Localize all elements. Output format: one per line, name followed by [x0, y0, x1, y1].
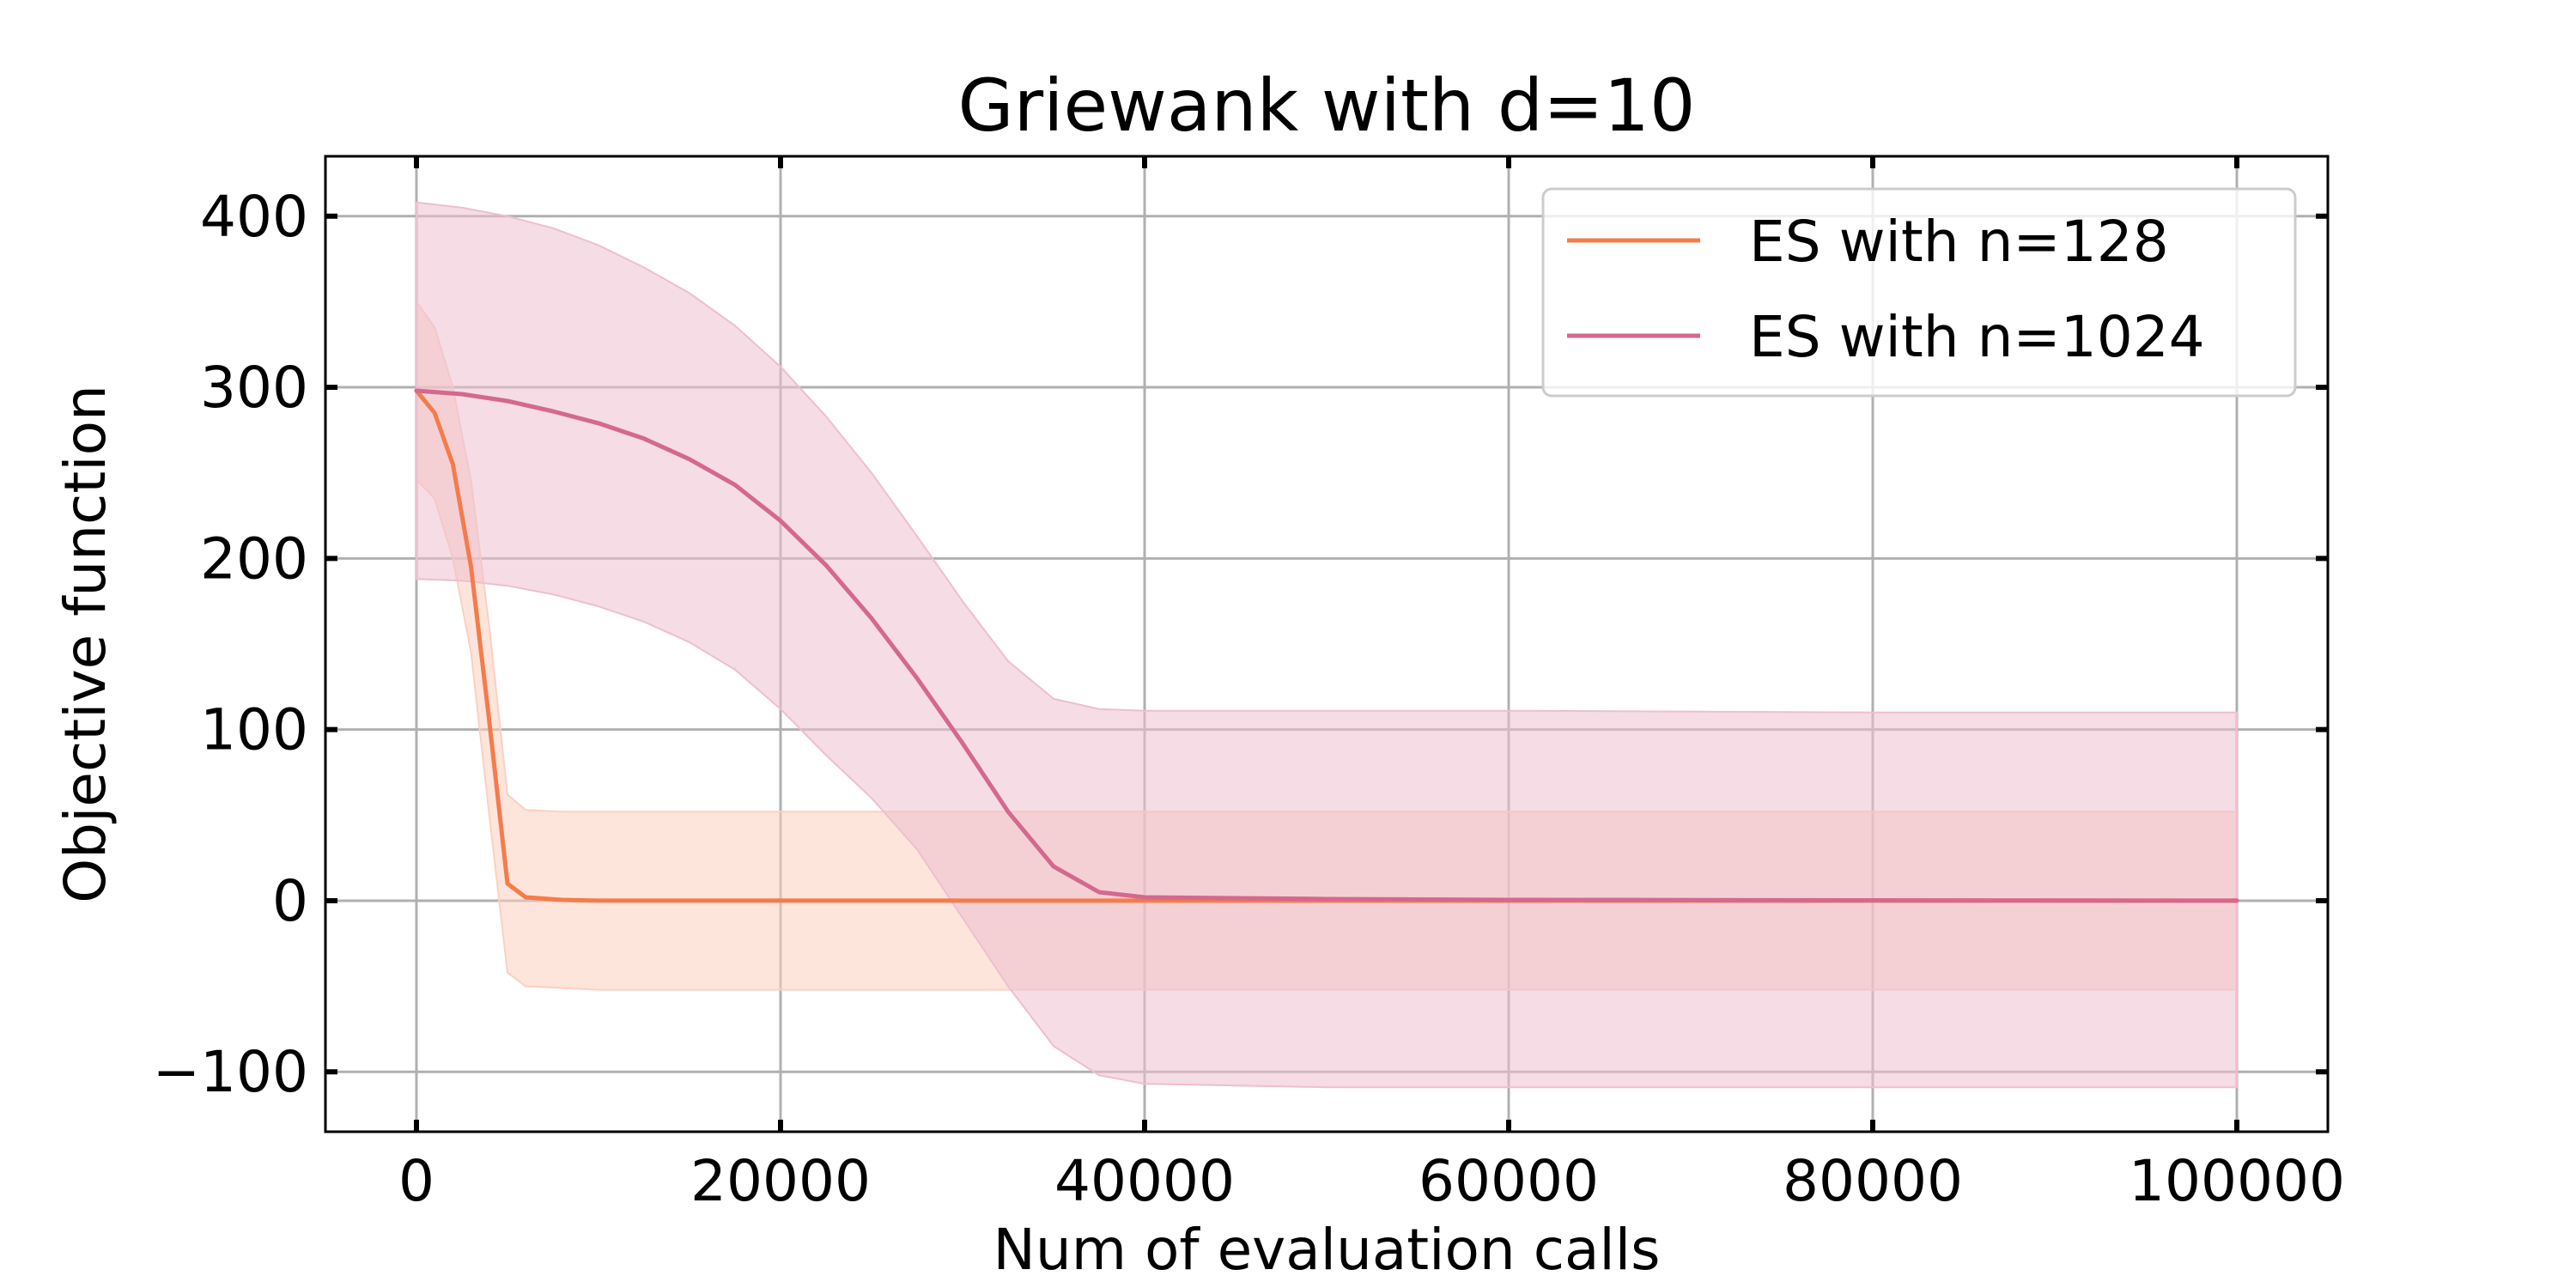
band-layer — [416, 201, 2238, 1089]
plot-frame — [324, 155, 2330, 1133]
y-tick-label-4: 300 — [200, 355, 308, 421]
series-1-band — [416, 201, 2238, 1089]
legend-label-1: ES with n=1024 — [1749, 304, 2205, 370]
y-tick-label-2: 100 — [200, 697, 308, 763]
legend-label-0: ES with n=128 — [1749, 209, 2169, 275]
tick-layer: 0 20000 40000 60000 80000 100000 −100 0 100 200 30… — [153, 156, 2345, 1214]
x-tick-label-3: 60000 — [1419, 1148, 1599, 1214]
legend: ES with n=128 ES with n=1024 — [1541, 187, 2297, 398]
y-axis-label: Objective function — [52, 385, 118, 903]
y-tick-label-1: 0 — [272, 868, 308, 934]
x-axis-label: Num of evaluation calls — [993, 1217, 1661, 1283]
x-tick-label-1: 20000 — [690, 1148, 871, 1214]
x-tick-label-2: 40000 — [1054, 1148, 1235, 1214]
legend-box — [1541, 187, 2297, 398]
y-tick-label-3: 200 — [200, 526, 308, 592]
frame-layer — [324, 155, 2330, 1133]
chart-title: Griewank with d=10 — [958, 64, 1696, 148]
y-tick-label-0: −100 — [153, 1039, 308, 1105]
x-tick-label-5: 100000 — [2129, 1148, 2345, 1214]
x-tick-label-0: 0 — [398, 1148, 434, 1214]
x-tick-label-4: 80000 — [1783, 1148, 1963, 1214]
legend-entries: ES with n=128 ES with n=1024 — [1567, 209, 2205, 370]
line-layer — [414, 388, 2239, 903]
y-tick-label-5: 400 — [200, 184, 308, 250]
series-1-line — [414, 388, 2239, 903]
